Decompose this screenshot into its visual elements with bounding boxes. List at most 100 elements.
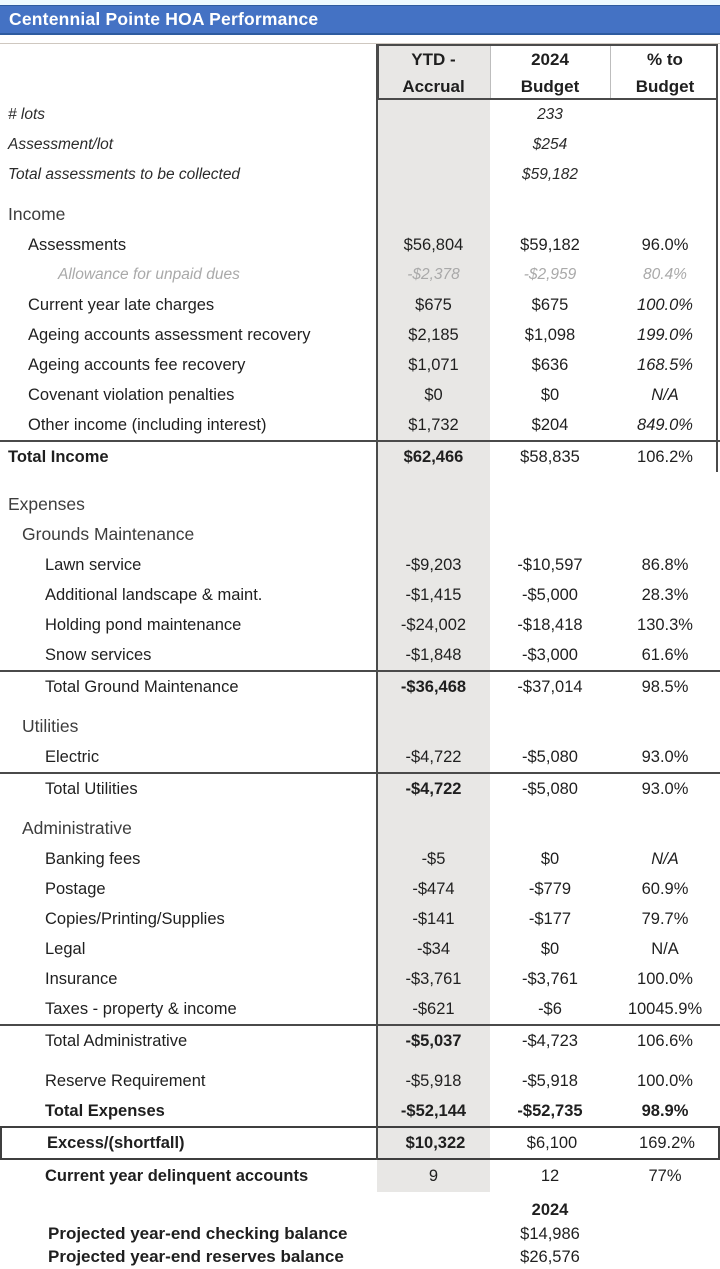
ytd-value: -$5 — [421, 849, 446, 868]
row-label: Projected year-end checking balance — [48, 1223, 348, 1243]
row-label: Reserve Requirement — [45, 1071, 206, 1090]
row-label: Holding pond maintenance — [45, 615, 242, 634]
row-label: Total Administrative — [45, 1031, 188, 1050]
pct-value: 86.8% — [641, 555, 689, 574]
footer-year-header: 2024 — [531, 1200, 569, 1219]
budget-value: $0 — [540, 385, 560, 404]
budget-value: $0 — [540, 939, 560, 958]
budget-value: $254 — [532, 136, 568, 154]
budget-value: -$52,735 — [517, 1101, 583, 1120]
ytd-value: -$4,722 — [405, 747, 462, 766]
row-label: # lots — [8, 106, 46, 124]
top-strip — [0, 0, 720, 5]
table-row: # lots 233 — [0, 100, 720, 130]
budget-value: $204 — [531, 415, 569, 434]
ytd-value: -$4,722 — [405, 779, 462, 798]
table-row: Electric -$4,722 -$5,080 93.0% — [0, 742, 720, 772]
title-bar: Centennial Pointe HOA Performance — [0, 5, 720, 35]
budget-value: $14,986 — [520, 1224, 580, 1243]
row-label: Snow services — [45, 645, 152, 664]
budget-value: $59,182 — [520, 235, 580, 254]
budget-value: -$5,080 — [522, 747, 578, 766]
report-table: YTD - Accrual 2024 Budget % to Budget # … — [0, 44, 720, 1269]
ytd-value: -$5,918 — [405, 1071, 462, 1090]
budget-value: -$10,597 — [517, 555, 583, 574]
pct-value: N/A — [651, 385, 679, 404]
ytd-value: -$1,848 — [405, 645, 462, 664]
total-income-row: Total Income $62,466 $58,835 106.2% — [0, 440, 720, 472]
row-label: Insurance — [45, 969, 118, 988]
row-label: Other income (including interest) — [28, 415, 267, 434]
budget-value: -$2,959 — [523, 266, 577, 284]
ytd-value: -$24,002 — [400, 615, 467, 634]
ytd-value: -$621 — [412, 999, 455, 1018]
ytd-left-border — [376, 44, 378, 1160]
pct-value: 10045.9% — [627, 999, 703, 1018]
row-label: Electric — [45, 747, 100, 766]
budget-value: -$177 — [528, 909, 572, 928]
budget-value: -$779 — [528, 879, 572, 898]
ytd-value: $10,322 — [405, 1133, 466, 1152]
pct-value: 100.0% — [637, 295, 693, 314]
ytd-value: $62,466 — [403, 447, 464, 466]
ytd-value: -$36,468 — [400, 677, 467, 696]
pct-value: 93.0% — [641, 779, 689, 798]
pct-value: N/A — [651, 849, 679, 868]
table-row: Lawn service -$9,203 -$10,597 86.8% — [0, 550, 720, 580]
table-row: Legal -$34 $0 N/A — [0, 934, 720, 964]
pct-value: 79.7% — [641, 909, 689, 928]
column-header-budget: 2024 Budget — [520, 50, 580, 97]
section-header-income: Income — [8, 204, 66, 225]
pct-value: 28.3% — [641, 585, 689, 604]
ytd-value: -$3,761 — [405, 969, 462, 988]
table-row: Additional landscape & maint. -$1,415 -$… — [0, 580, 720, 610]
total-expenses-row: Total Expenses -$52,144 -$52,735 98.9% — [0, 1096, 720, 1126]
row-label: Projected year-end reserves balance — [48, 1247, 344, 1267]
ytd-value: -$2,378 — [407, 266, 460, 284]
delinquent-accounts-row: Current year delinquent accounts 9 12 77… — [0, 1160, 720, 1192]
row-label: Covenant violation penalties — [28, 385, 235, 404]
budget-value: $26,576 — [520, 1248, 580, 1267]
table-row: Postage -$474 -$779 60.9% — [0, 874, 720, 904]
table-row: Current year late charges $675 $675 100.… — [0, 290, 720, 320]
ytd-value: -$34 — [416, 939, 451, 958]
ytd-value: -$141 — [412, 909, 455, 928]
ytd-value: $1,732 — [408, 415, 459, 434]
budget-value: $59,182 — [521, 166, 579, 184]
table-row: Reserve Requirement -$5,918 -$5,918 100.… — [0, 1066, 720, 1096]
pct-value: 130.3% — [637, 615, 693, 634]
total-admin-row: Total Administrative -$5,037 -$4,723 106… — [0, 1024, 720, 1056]
pct-value: 93.0% — [641, 747, 689, 766]
table-row: Assessments $56,804 $59,182 96.0% — [0, 230, 720, 260]
row-label: Total Income — [8, 447, 109, 466]
table-row: Assessment/lot $254 — [0, 130, 720, 160]
budget-value: -$5,000 — [522, 585, 578, 604]
row-label: Current year delinquent accounts — [45, 1166, 309, 1185]
ytd-column-shading — [377, 44, 490, 1192]
ytd-value: -$5,037 — [405, 1031, 462, 1050]
row-label: Excess/(shortfall) — [47, 1133, 185, 1152]
excess-shortfall-row: Excess/(shortfall) $10,322 $6,100 169.2% — [0, 1126, 720, 1160]
budget-value: 12 — [540, 1166, 560, 1185]
ytd-value: $2,185 — [408, 325, 459, 344]
header-column-separator — [490, 44, 491, 100]
table-row: Ageing accounts fee recovery $1,071 $636… — [0, 350, 720, 380]
budget-value: -$37,014 — [517, 677, 583, 696]
footer-row: Projected year-end reserves balance $26,… — [0, 1246, 720, 1269]
row-label: Ageing accounts fee recovery — [28, 355, 246, 374]
pct-value: 96.0% — [641, 235, 689, 254]
budget-value: $0 — [540, 849, 560, 868]
table-row: Insurance -$3,761 -$3,761 100.0% — [0, 964, 720, 994]
title-divider — [0, 35, 720, 44]
table-row: Copies/Printing/Supplies -$141 -$177 79.… — [0, 904, 720, 934]
table-row: Holding pond maintenance -$24,002 -$18,4… — [0, 610, 720, 640]
table-row: Snow services -$1,848 -$3,000 61.6% — [0, 640, 720, 670]
pct-value: 61.6% — [641, 645, 689, 664]
row-label: Total assessments to be collected — [8, 166, 241, 184]
table-row: Other income (including interest) $1,732… — [0, 410, 720, 440]
budget-value: -$3,761 — [522, 969, 578, 988]
budget-value: -$5,918 — [522, 1071, 578, 1090]
ytd-value: $675 — [415, 295, 452, 314]
budget-value: -$5,080 — [522, 779, 578, 798]
